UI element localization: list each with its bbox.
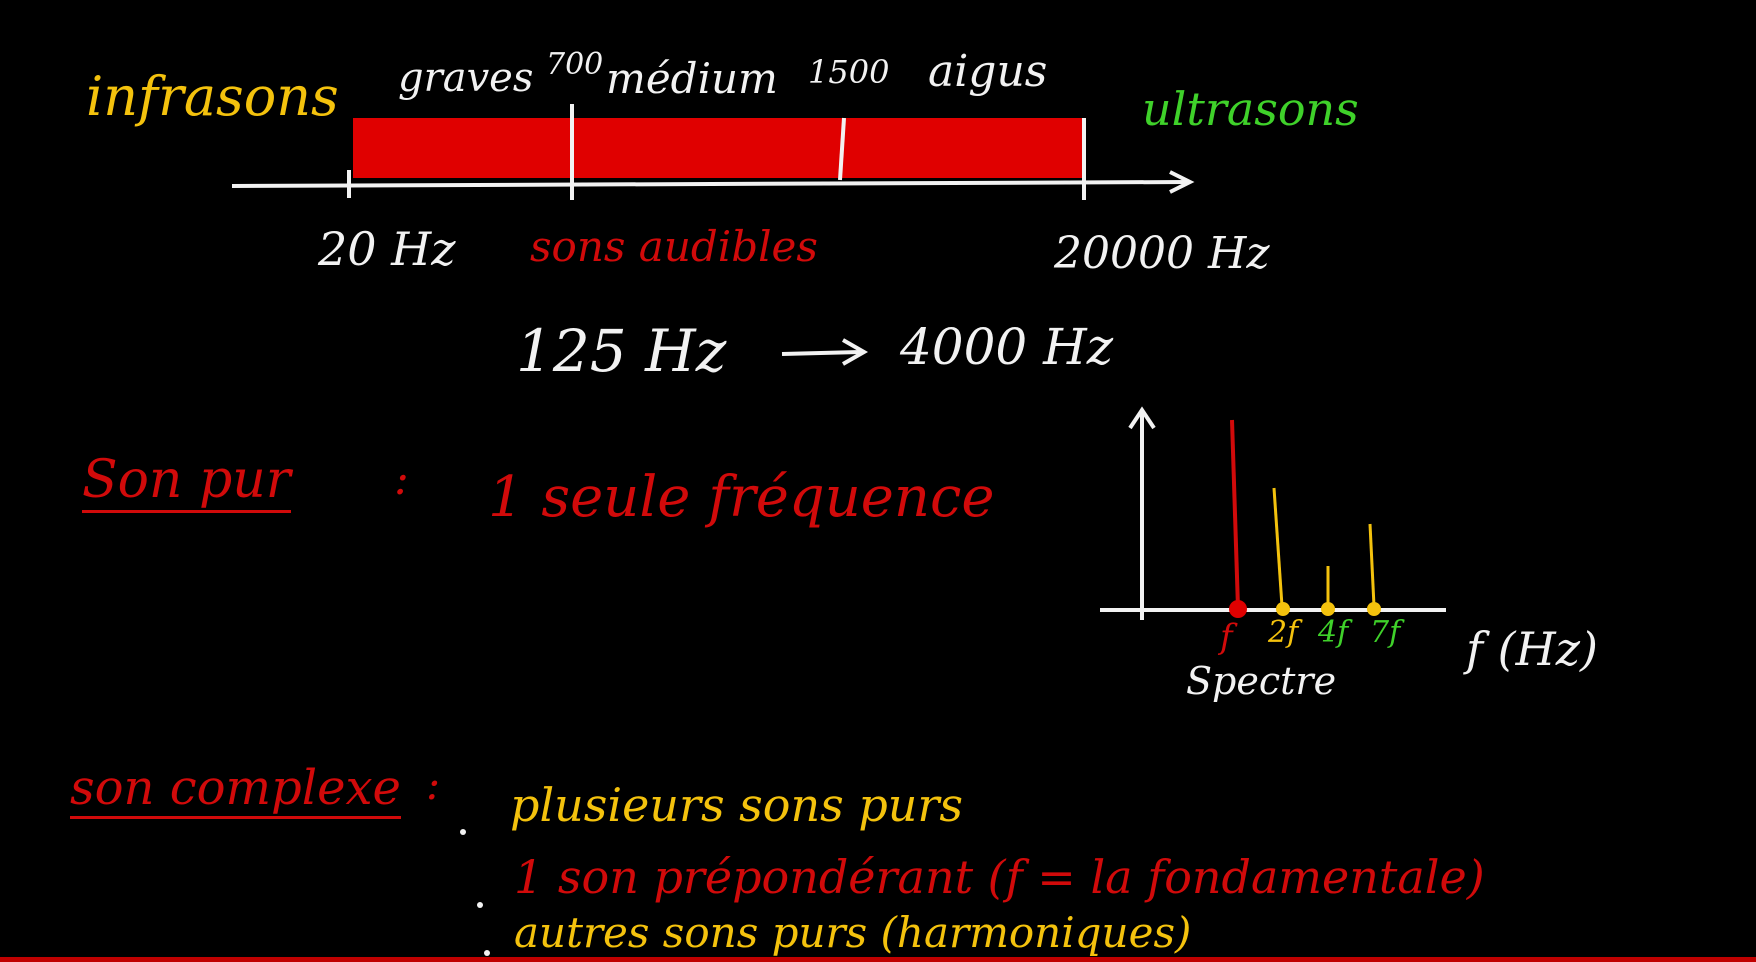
- heading-son-complexe: son complexe: [70, 764, 401, 819]
- spectrum-dot-f: [1229, 600, 1247, 618]
- spectrum-dot-4f: [1321, 602, 1335, 616]
- label-125hz: 125 Hz: [516, 317, 727, 385]
- spectre-caption: Spectre: [1186, 659, 1337, 703]
- bullet-3: [484, 950, 490, 956]
- tick-1500: [838, 117, 846, 181]
- range-arrow-line: [781, 350, 861, 356]
- range-arrow-head: [842, 338, 869, 366]
- spectre-label-4f: 4f: [1318, 615, 1349, 650]
- bullet-2: [477, 902, 483, 908]
- frequency-axis-line: [231, 180, 1189, 188]
- label-aigus: aigus: [928, 46, 1048, 97]
- label-medium: médium: [606, 54, 778, 103]
- video-progress-edge: [0, 957, 1756, 962]
- label-20000hz: 20000 Hz: [1054, 228, 1270, 279]
- spectre-label-2f: 2f: [1268, 615, 1299, 650]
- spectrum-line-f: [1230, 419, 1240, 609]
- spectre-label-f: f: [1220, 617, 1233, 657]
- son-complexe-colon: :: [426, 760, 441, 809]
- spectrum-y-arrowhead: [1128, 406, 1156, 430]
- label-20hz: 20 Hz: [318, 222, 456, 276]
- spectre-axis-label: f (Hz): [1466, 622, 1598, 676]
- label-infrasons: infrasons: [86, 65, 339, 128]
- son-pur-description: 1 seule fréquence: [488, 465, 995, 530]
- heading-son-pur: Son pur: [82, 454, 291, 513]
- spectre-label-7f: 7f: [1370, 615, 1401, 650]
- audible-band: [353, 118, 1086, 178]
- frequency-axis-arrowhead: [1169, 170, 1195, 194]
- spectrum-dot-7f: [1367, 602, 1381, 616]
- son-pur-colon: :: [394, 454, 409, 505]
- label-4000hz: 4000 Hz: [900, 318, 1114, 376]
- son-complexe-line-1: plusieurs sons purs: [510, 778, 963, 832]
- spectrum-line-2f: [1272, 487, 1284, 607]
- label-700: 700: [546, 47, 604, 82]
- label-sons-audibles: sons audibles: [530, 222, 818, 271]
- spectrum-dot-2f: [1276, 602, 1290, 616]
- son-complexe-line-3: autres sons purs (harmoniques): [514, 908, 1192, 957]
- label-1500: 1500: [808, 53, 890, 91]
- label-graves: graves: [398, 55, 534, 101]
- bullet-1: [460, 829, 466, 835]
- spectrum-line-7f: [1368, 523, 1376, 607]
- label-ultrasons: ultrasons: [1142, 82, 1359, 136]
- son-complexe-line-2: 1 son prépondérant (f = la fondamentale): [514, 850, 1485, 904]
